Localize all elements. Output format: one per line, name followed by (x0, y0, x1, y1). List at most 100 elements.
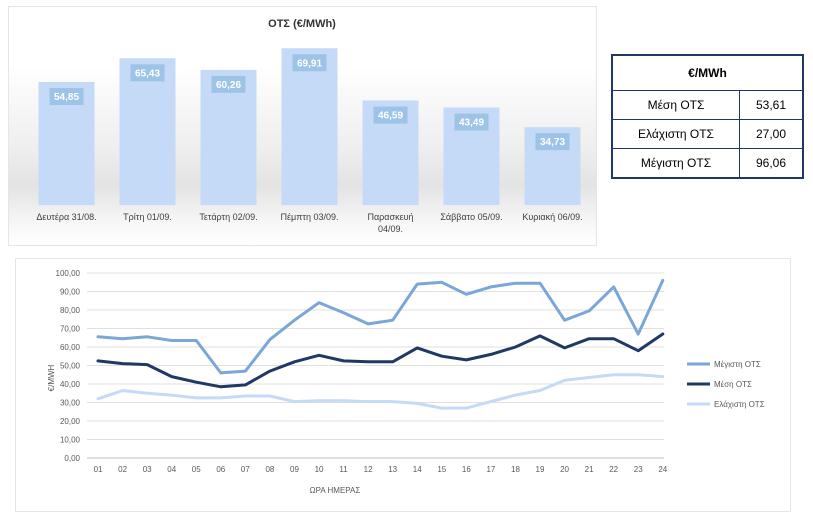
bar-chart: ΟΤΣ (€/MWh) 54,85 Δευτέρα 31/08. 65,43 Τρίτ… (36, 18, 583, 234)
x-tick-label: 09 (290, 465, 299, 474)
bar-value-label-bg (211, 75, 246, 93)
x-tick-label: 20 (560, 465, 569, 474)
y-tick-label: 50,00 (60, 362, 81, 371)
bar-value-label-bg (454, 113, 489, 131)
bar-item: 65,43 Τρίτη 01/09. (119, 58, 176, 222)
x-tick-label: 17 (486, 465, 495, 474)
bar-item: 46,59 Παρασκευή 04/09. (362, 100, 419, 234)
x-tick-label: 11 (339, 465, 348, 474)
bar-chart-title: ΟΤΣ (€/MWh) (268, 18, 336, 30)
x-tick-label: 14 (413, 465, 422, 474)
legend-label: Μέγιστη ΟΤΣ (714, 360, 761, 369)
legend-item: Ελάχιστη ΟΤΣ (687, 400, 765, 409)
x-tick-label: 08 (265, 465, 274, 474)
x-tick-label: 22 (609, 465, 618, 474)
y-tick-label: 20,00 (60, 417, 81, 426)
stats-row-mean: Μέση ΟΤΣ 53,61 (611, 90, 804, 120)
y-tick-label: 60,00 (60, 343, 81, 352)
bar-value-label-bg (292, 54, 327, 72)
bar-category-label: Σάββατο 05/09. (440, 212, 502, 222)
x-tick-label: 15 (437, 465, 446, 474)
x-tick-label: 13 (388, 465, 397, 474)
bar-category-label: Τετάρτη 02/09. (199, 212, 257, 222)
gridlines (87, 272, 664, 459)
stats-table-header: €/MWh (611, 54, 804, 91)
bar-value-label: 34,73 (540, 137, 565, 148)
y-tick-label: 40,00 (60, 380, 81, 389)
bar (119, 58, 176, 205)
bar-item: 43,49 Σάββατο 05/09. (440, 107, 503, 222)
stats-table: €/MWh Μέση ΟΤΣ 53,61 Ελάχιστη ΟΤΣ 27,00 … (611, 54, 804, 179)
y-tick-label: 0,00 (64, 454, 80, 463)
x-tick-label: 21 (585, 465, 594, 474)
stats-row-value: 96,06 (739, 148, 804, 179)
stats-table-header-row: €/MWh (611, 54, 804, 91)
y-tick-label: 90,00 (60, 288, 81, 297)
bar-value-label: 54,85 (54, 92, 79, 103)
bar-value-label: 65,43 (135, 68, 160, 79)
series-line (96, 278, 665, 375)
bar-category-label: 04/09. (378, 224, 403, 234)
bar-value-label-bg (373, 106, 408, 124)
bar-item: 60,26 Τετάρτη 02/09. (199, 69, 258, 222)
bar-value-label: 69,91 (297, 58, 322, 69)
x-tick-label: 06 (216, 465, 225, 474)
series-lines (96, 278, 665, 410)
line-chart: 0,00 10,00 20,00 30,00 40,00 50,00 60,00 70,00 8… (47, 269, 765, 495)
bar-value-label: 43,49 (459, 117, 484, 128)
line-chart-panel: 0,00 10,00 20,00 30,00 40,00 50,00 60,00 70,00 8… (15, 258, 791, 512)
bar-item: 34,73 Κυριακή 06/09. (522, 127, 583, 222)
bar-category-label: Κυριακή 06/09. (522, 212, 582, 222)
x-tick-label: 02 (118, 465, 127, 474)
bar-category-label: Πέμπτη 03/09. (281, 212, 339, 222)
legend: Μέγιστη ΟΤΣ Μέση ΟΤΣ Ελάχιστη ΟΤΣ (687, 360, 765, 409)
bar-chart-panel: ΟΤΣ (€/MWh) 54,85 Δευτέρα 31/08. 65,43 Τρίτ… (8, 6, 597, 246)
y-axis-ticks: 0,00 10,00 20,00 30,00 40,00 50,00 60,00 70,00 8… (56, 269, 81, 463)
stats-row-label: Ελάχιστη ΟΤΣ (611, 119, 740, 149)
legend-label: Ελάχιστη ΟΤΣ (714, 400, 765, 409)
legend-label: Μέση ΟΤΣ (714, 380, 752, 389)
x-axis-ticks: 01 02 03 04 05 06 07 08 09 10 11 12 13 14 15 16 17 18 19 20… (94, 465, 668, 474)
y-tick-label: 10,00 (60, 436, 81, 445)
bar-category-label: Δευτέρα 31/08. (36, 212, 96, 222)
bar-value-label-bg (535, 133, 570, 151)
stats-row-min: Ελάχιστη ΟΤΣ 27,00 (611, 119, 804, 149)
y-tick-label: 100,00 (56, 269, 81, 278)
legend-item: Μέγιστη ΟΤΣ (687, 360, 761, 369)
bar-category-label: Παρασκευή (367, 212, 413, 222)
y-axis-label: €/MWH (47, 364, 56, 391)
bar (281, 48, 338, 205)
bar-value-label: 60,26 (216, 80, 241, 91)
bar-category-label: Τρίτη 01/09. (123, 212, 172, 222)
bar-item: 69,91 Πέμπτη 03/09. (281, 48, 339, 222)
bar-item: 54,85 Δευτέρα 31/08. (36, 82, 97, 222)
x-axis-label: ΩΡΑ ΗΜΕΡΑΣ (310, 486, 361, 495)
stats-row-max: Μέγιστη ΟΤΣ 96,06 (611, 148, 804, 179)
x-tick-label: 19 (536, 465, 545, 474)
stats-row-label: Μέγιστη ΟΤΣ (611, 148, 740, 179)
series-line (96, 332, 665, 389)
x-tick-label: 16 (462, 465, 471, 474)
stats-row-value: 27,00 (739, 119, 804, 149)
series-line (96, 373, 665, 410)
x-tick-label: 03 (143, 465, 152, 474)
x-tick-label: 18 (511, 465, 520, 474)
y-tick-label: 80,00 (60, 306, 81, 315)
bar-value-label-bg (130, 64, 165, 82)
x-tick-label: 05 (192, 465, 201, 474)
x-tick-label: 04 (167, 465, 176, 474)
x-tick-label: 01 (94, 465, 103, 474)
bar-value-label: 46,59 (378, 111, 403, 122)
bar-value-label-bg (49, 88, 84, 106)
x-tick-label: 07 (241, 465, 250, 474)
x-tick-label: 24 (658, 465, 667, 474)
y-tick-label: 30,00 (60, 399, 81, 408)
x-tick-label: 10 (315, 465, 324, 474)
legend-item: Μέση ΟΤΣ (687, 380, 752, 389)
bar-group: 54,85 Δευτέρα 31/08. 65,43 Τρίτη 01/09. 60,2… (36, 48, 583, 234)
x-tick-label: 12 (364, 465, 373, 474)
x-tick-label: 23 (634, 465, 643, 474)
y-tick-label: 70,00 (60, 325, 81, 334)
stats-row-label: Μέση ΟΤΣ (611, 90, 740, 120)
stats-row-value: 53,61 (739, 90, 804, 120)
